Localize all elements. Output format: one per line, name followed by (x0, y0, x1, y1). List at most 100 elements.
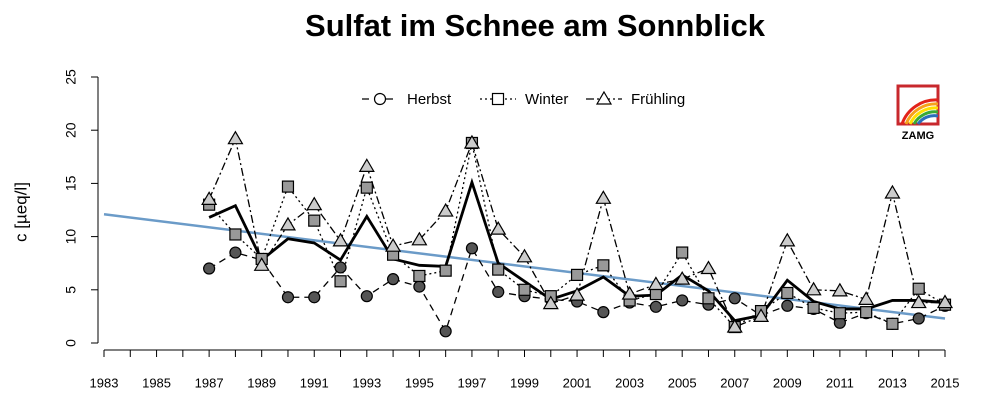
legend-marker (491, 92, 505, 106)
point (413, 269, 426, 283)
point (674, 270, 691, 285)
point (595, 190, 612, 204)
legend-marker (373, 92, 387, 106)
point (570, 268, 584, 282)
point (516, 248, 533, 263)
chart-title: Sulfat im Schnee am Sonnblick (305, 8, 766, 43)
point (569, 286, 586, 301)
point (308, 291, 321, 304)
point (597, 259, 610, 272)
point (912, 282, 925, 295)
logo-arc (900, 98, 939, 125)
point (752, 308, 770, 322)
point (360, 290, 373, 303)
point (621, 285, 638, 300)
point (886, 317, 899, 330)
trend-line (103, 213, 946, 320)
legend: Herbst Winter Frühling (362, 90, 685, 108)
x-tick-label: 1997 (457, 375, 486, 390)
point (702, 292, 715, 305)
point (781, 286, 794, 300)
logo-bg (893, 126, 943, 144)
x-tick-label: 2013 (878, 375, 907, 390)
point (437, 202, 454, 217)
point (332, 232, 349, 247)
x-tick-label: 1999 (510, 375, 539, 390)
point (858, 291, 875, 305)
point (386, 273, 400, 286)
point (411, 231, 428, 246)
point (647, 276, 664, 291)
point (360, 181, 373, 194)
point (358, 158, 375, 172)
y-tick-label: 5 (63, 286, 79, 294)
point (385, 237, 402, 252)
point (860, 306, 873, 319)
logo-arc (908, 106, 939, 125)
x-tick-label: 2009 (773, 375, 802, 390)
point (807, 301, 820, 314)
point (492, 285, 505, 299)
legend-marker (595, 90, 613, 105)
point (465, 242, 479, 255)
x-tick-label: 1989 (247, 375, 276, 390)
x-tick-label: 1993 (352, 375, 381, 390)
point (649, 287, 663, 301)
point (281, 180, 295, 193)
point (413, 280, 426, 293)
point (229, 228, 242, 241)
point (439, 325, 452, 338)
x-tick-label: 1985 (142, 375, 171, 390)
y-tick-label: 20 (63, 122, 79, 138)
point (229, 246, 242, 259)
logo-arc (912, 110, 939, 125)
y-tick-label: 25 (63, 69, 79, 85)
point (253, 257, 270, 271)
x-tick-label: 2011 (826, 375, 854, 390)
logo-arc (916, 114, 939, 125)
point (676, 246, 689, 259)
point (728, 292, 741, 305)
y-tick-label: 0 (63, 339, 79, 347)
point (492, 263, 505, 276)
series-line (208, 246, 946, 333)
y-tick-label: 10 (63, 229, 79, 245)
point (439, 264, 452, 277)
x-tick-label: 1991 (300, 375, 329, 390)
legend-label: Frühling (631, 91, 685, 108)
point (833, 307, 846, 320)
legend-label: Herbst (407, 91, 452, 108)
x-tick-label: 1995 (405, 375, 434, 390)
point (542, 295, 559, 310)
x-tick-label: 2015 (931, 375, 960, 390)
point (649, 300, 663, 313)
point (831, 282, 848, 297)
point (201, 191, 218, 205)
point (334, 275, 347, 288)
legend-label: Winter (525, 91, 568, 108)
x-tick-label: 1983 (90, 375, 119, 390)
point (912, 312, 925, 325)
point (884, 184, 901, 199)
point (676, 294, 689, 307)
point (781, 299, 794, 312)
point (308, 214, 321, 227)
point (463, 134, 480, 149)
point (279, 216, 297, 231)
point (306, 196, 323, 211)
y-tick-label: 15 (63, 175, 79, 191)
x-tick-label: 2001 (563, 375, 592, 390)
logo-text: ZAMG (902, 130, 934, 142)
y-axis-label: c [µeq/l] (11, 182, 30, 242)
point (227, 130, 244, 145)
point (597, 306, 610, 319)
logo-arc (904, 102, 939, 125)
logo: ZAMG (893, 84, 943, 144)
point (334, 261, 347, 274)
point (518, 283, 531, 296)
point (700, 260, 717, 275)
point (805, 281, 822, 296)
x-tick-label: 2003 (615, 375, 644, 390)
x-tick-label: 2007 (720, 375, 749, 390)
